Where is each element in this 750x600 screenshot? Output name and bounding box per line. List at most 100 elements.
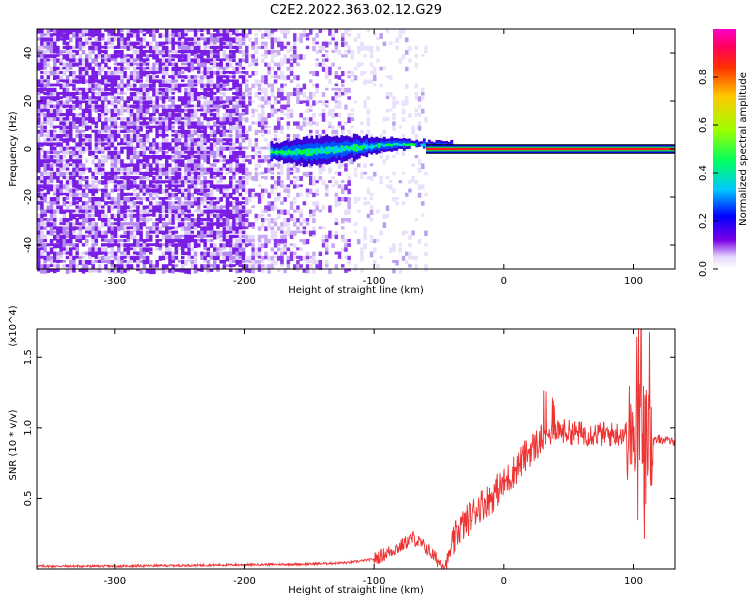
spectrogram-cell (401, 171, 406, 175)
spectrogram-cell (110, 45, 115, 49)
spectrogram-cell (203, 66, 207, 72)
spectrogram-cell (213, 184, 217, 190)
spectrogram-cell (177, 121, 182, 125)
spectrogram-cell (190, 159, 195, 164)
spectrogram-cell (126, 146, 131, 152)
spectrogram-cell (197, 230, 201, 236)
spectrogram-cell (190, 247, 195, 251)
spectrogram-cell (120, 226, 124, 231)
signal-band-cell (382, 141, 386, 145)
spectrogram-cell (136, 201, 140, 205)
spectrogram-cell (155, 247, 159, 251)
spectrogram-cell (321, 239, 326, 245)
spectrogram-cell (193, 29, 198, 34)
spectrogram-cell (56, 125, 60, 129)
spectrogram-cell (53, 129, 57, 133)
spectrogram-cell (126, 33, 131, 39)
spectrogram-cell (43, 96, 47, 102)
signal-band-cell (287, 159, 291, 163)
spectrogram-cell (229, 108, 233, 115)
spectrogram-cell (187, 234, 191, 241)
spectrogram-cell (254, 92, 259, 98)
spectrogram-cell (158, 176, 163, 180)
spectrogram-cell (117, 37, 121, 42)
spectrogram-cell (187, 239, 191, 243)
spectrogram-cell (145, 230, 150, 237)
spectrogram-cell (251, 121, 255, 125)
spectrogram-cell (49, 268, 54, 272)
spectrogram-cell (350, 54, 355, 60)
spectrogram-cell (270, 33, 275, 36)
spectrogram-cell (245, 33, 249, 39)
spectrogram-cell (363, 45, 367, 51)
spectrogram-cell (145, 117, 150, 120)
spectrogram-cell (177, 222, 182, 228)
spectrogram-cell (360, 268, 364, 273)
spectrogram-cell (232, 29, 236, 35)
spectrogram-cell (145, 239, 150, 242)
spectrogram-cell (209, 184, 214, 188)
spectrogram-cell (171, 264, 175, 270)
spectrogram-cell (113, 71, 118, 77)
spectrogram-cell (225, 66, 230, 70)
spectrogram-cell (149, 234, 153, 240)
spectrogram-cell (94, 54, 99, 59)
spectrogram-cell (133, 180, 137, 186)
signal-band-cell (337, 149, 341, 153)
spectrogram-cell (85, 58, 89, 63)
spectrogram-cell (107, 150, 111, 155)
spectrogram-cell (56, 108, 60, 113)
spectrogram-cell (209, 92, 214, 98)
signal-band-cell (375, 144, 379, 147)
spectrogram-cell (197, 79, 201, 85)
spectrogram-cell (94, 209, 99, 215)
spectrogram-cell (40, 184, 44, 189)
spectrogram-cell (181, 268, 185, 273)
spectrogram-cell (267, 255, 271, 261)
spectrogram-cell (49, 129, 54, 134)
spectrogram-cell (126, 197, 131, 203)
colorbar-tick-label: 0.0 (698, 261, 709, 277)
spectrogram-cell (193, 155, 198, 159)
spectrogram-cell (241, 50, 246, 55)
spectrogram-cell (126, 268, 131, 272)
spectrogram-cell (104, 113, 108, 116)
signal-band-cell (362, 148, 366, 152)
spectrogram-cell (299, 239, 303, 243)
spectrogram-cell (280, 159, 284, 162)
spectrogram-cell (193, 87, 198, 94)
spectrogram-cell (75, 150, 79, 156)
spectrogram-cell (264, 79, 268, 85)
spectrogram-cell (101, 146, 105, 151)
spectrogram-cell (46, 33, 51, 37)
spectrogram-cell (181, 260, 185, 264)
spectrogram-cell (331, 50, 335, 53)
spectrogram-cell (158, 146, 163, 152)
spectrogram-cell (267, 29, 271, 35)
spectrogram-cell (222, 45, 227, 49)
signal-band-cell (327, 161, 331, 164)
spectrogram-cell (174, 197, 179, 200)
spectrogram-cell (241, 176, 246, 179)
spectrogram-cell (43, 108, 47, 112)
spectrogram-cell (411, 163, 415, 167)
spectrogram-cell (40, 121, 44, 127)
signal-band-cell (345, 155, 349, 159)
spectrogram-cell (216, 197, 220, 202)
spectrogram-cell (168, 96, 172, 102)
spectrogram-cell (133, 167, 137, 174)
spectrogram-cell (113, 50, 118, 56)
spectrogram-cell (219, 66, 223, 70)
spectrogram-cell (187, 96, 191, 102)
colorbar-tick-label: 0.2 (698, 213, 709, 229)
spectrogram-cell (104, 146, 108, 151)
spectrogram-cell (353, 222, 358, 226)
spectrogram-cell (222, 79, 227, 85)
spectrogram-cell (261, 255, 265, 261)
spectrogram-cell (216, 150, 220, 157)
spectrogram-cell (344, 87, 348, 92)
spectrogram-cell (46, 58, 51, 62)
spectrogram-cell (62, 125, 67, 130)
spectrogram-cell (123, 54, 127, 58)
spectrogram-cell (161, 234, 166, 240)
